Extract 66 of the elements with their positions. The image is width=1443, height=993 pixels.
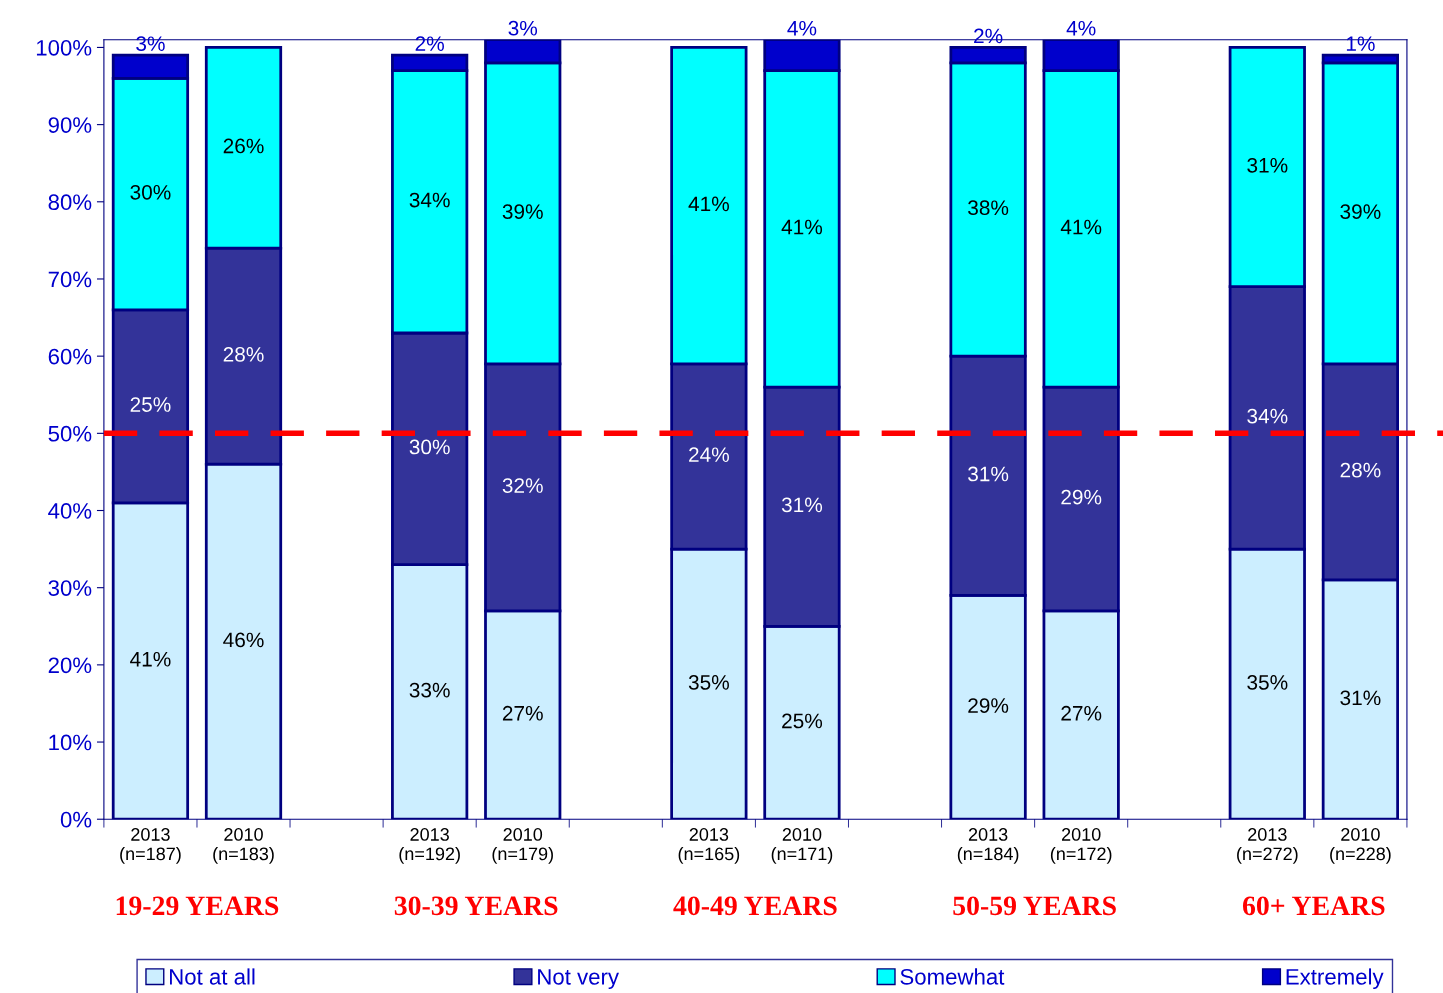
text: 60+ YEARS <box>1242 896 1385 916</box>
data-label: 32% <box>502 478 543 493</box>
data-label: 27% <box>1061 705 1102 721</box>
legend-label: Not very <box>538 969 619 990</box>
text: 40-49 YEARS <box>673 896 837 916</box>
data-label: 31% <box>781 497 823 513</box>
legend-label: Somewhat <box>900 968 1005 985</box>
y-tick-label: 0% <box>60 811 92 828</box>
data-label: 26% <box>223 138 264 154</box>
x-tick-label: 2013 (n=192) <box>399 828 460 864</box>
x-tick-label: 2010 (n=183) <box>213 828 274 864</box>
data-label: 4% <box>1066 20 1096 36</box>
legend-label: Extremely <box>1286 968 1384 990</box>
y-tick-label: 20% <box>48 657 92 674</box>
data-label: 4% <box>787 20 817 36</box>
data-label: 27% <box>502 705 543 721</box>
data-label: 38% <box>968 200 1009 216</box>
data-label: 31% <box>1247 157 1288 173</box>
text: 50-59 YEARS <box>953 896 1116 916</box>
data-label: 46% <box>223 632 264 648</box>
data-label: 30% <box>409 439 450 455</box>
data-label: 2% <box>415 36 444 51</box>
data-label: 35% <box>688 675 729 690</box>
data-label: 24% <box>689 447 729 462</box>
data-label: 33% <box>409 682 450 698</box>
x-tick-label: 2013 (n=165) <box>678 828 740 864</box>
data-label: 1% <box>1346 36 1375 51</box>
data-label: 35% <box>1247 675 1288 690</box>
data-label: 34% <box>409 192 450 208</box>
data-label: 25% <box>130 397 171 412</box>
y-tick-label: 90% <box>48 117 92 133</box>
y-tick-label: 30% <box>48 580 92 596</box>
data-label: 3% <box>136 36 165 52</box>
data-label: 41% <box>130 651 171 667</box>
x-tick-label: 2013 (n=272) <box>1237 828 1298 864</box>
x-tick-label: 2010 (n=172) <box>1050 828 1112 864</box>
data-label: 41% <box>688 196 729 212</box>
data-label: 30% <box>130 184 171 200</box>
data-label: 31% <box>1340 690 1381 706</box>
data-label: 39% <box>1340 204 1381 219</box>
y-tick-label: 10% <box>49 734 92 751</box>
text: 30-39 YEARS <box>394 896 558 916</box>
x-tick-label: 2013 (n=184) <box>957 828 1019 864</box>
data-label: 41% <box>1060 219 1102 235</box>
data-label: 25% <box>782 713 823 729</box>
data-label: 3% <box>508 20 538 36</box>
data-label: 28% <box>1340 462 1381 478</box>
y-tick-label: 50% <box>48 425 92 442</box>
y-tick-label: 80% <box>48 194 92 211</box>
y-tick-label: 70% <box>48 271 92 288</box>
data-label: 29% <box>968 698 1009 713</box>
text: 19-29 YEARS <box>116 896 279 916</box>
data-label: 29% <box>1061 489 1102 505</box>
legend-label: Not at all <box>170 968 255 985</box>
x-tick-label: 2010 (n=171) <box>771 828 833 864</box>
y-tick-label: 40% <box>48 503 92 519</box>
data-label: 31% <box>968 466 1009 482</box>
data-label: 41% <box>781 219 823 235</box>
data-label: 39% <box>502 204 543 219</box>
data-label: 28% <box>223 346 264 362</box>
x-tick-label: 2010 (n=228) <box>1330 828 1391 864</box>
y-tick-label: 60% <box>48 348 92 365</box>
x-tick-label: 2010 (n=179) <box>492 828 553 864</box>
data-label: 34% <box>1247 408 1288 424</box>
y-tick-label: 100% <box>36 39 92 56</box>
x-tick-label: 2013 (n=187) <box>120 828 181 864</box>
